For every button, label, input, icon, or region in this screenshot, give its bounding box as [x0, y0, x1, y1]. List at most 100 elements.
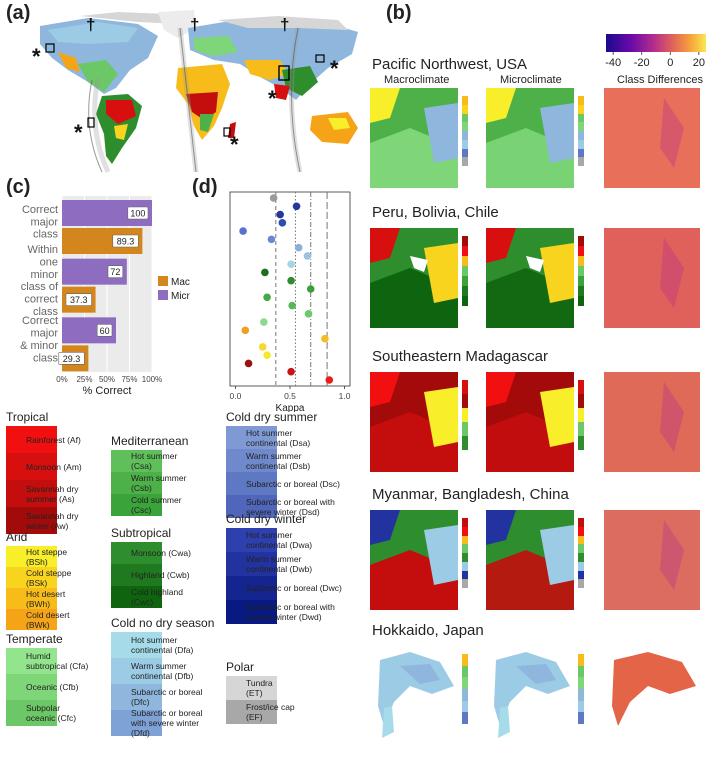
map-class-strip	[578, 157, 584, 166]
legend-group-arid: Arid	[6, 530, 28, 544]
map-class-strip	[578, 256, 584, 266]
plot-frame	[229, 191, 351, 387]
kappa-point-bsk	[258, 343, 267, 351]
x-axis-label: % Correct	[83, 385, 132, 397]
x-tick-label: 50%	[99, 375, 115, 384]
x-tick-label: 75%	[121, 375, 137, 384]
map-class-strip	[462, 148, 468, 158]
data-label-box	[96, 324, 113, 337]
legend-swatch	[6, 480, 57, 507]
legend-swatch	[111, 450, 162, 472]
panel-label-c: (c)	[6, 176, 31, 198]
map-class-strip	[578, 654, 584, 666]
microclimate-header: Microclimate	[500, 74, 562, 86]
legend-item-label: Hot desert (BWh)	[26, 588, 66, 609]
data-label: 60	[100, 326, 110, 336]
legend-item-label: Monsoon (Am)	[26, 461, 82, 472]
panel-label-a: (a)	[6, 2, 31, 24]
map-class-strip	[462, 570, 468, 580]
legend-item-label: Savannah dry winter (Aw)	[26, 510, 79, 531]
legend-group-subtropical: Subtropical	[111, 526, 172, 540]
kappa-point-as	[287, 367, 295, 376]
study-box-pacific-northwest	[45, 43, 55, 53]
region-title: Hokkaido, Japan	[372, 622, 484, 639]
legend-swatch	[158, 276, 168, 286]
star-marker: *	[32, 44, 41, 69]
legend-item-label: Subarctic or boreal with severe winter (Df…	[131, 708, 203, 738]
legend-item-label: Cold steppe (BSk)	[26, 567, 72, 588]
legend-group-cold-no-dry: Cold no dry season	[111, 616, 215, 630]
kappa-point-et	[292, 202, 301, 211]
greenland-landmass	[158, 10, 196, 38]
legend-item-label: Hot summer (Csa)	[131, 451, 178, 471]
map-class-strip	[578, 553, 584, 562]
x-tick-label: 0%	[56, 375, 68, 384]
map-class-strip	[578, 570, 584, 580]
map-class-strip	[462, 276, 468, 286]
map-class-strip	[462, 131, 468, 140]
legend-item-label: Subarctic or boreal (Dfc)	[131, 687, 203, 707]
map-class-strip	[462, 157, 468, 166]
region-title: Pacific Northwest, USA	[372, 56, 528, 73]
legend-swatch	[111, 564, 162, 586]
map-class-strip	[462, 535, 468, 545]
map-class-strip	[462, 256, 468, 266]
legend-item-label: Rainforest (Af)	[26, 434, 81, 445]
map-class-strip	[578, 518, 584, 527]
colorbar-tick-label: -40	[605, 57, 621, 69]
map-class-strip	[462, 579, 468, 588]
legend-swatch	[158, 290, 168, 300]
legend-swatch	[226, 426, 277, 449]
legend-group-mediterranean: Mediterranean	[111, 434, 189, 448]
data-label: 89.3	[117, 237, 135, 247]
legend-group-temperate: Temperate	[6, 632, 63, 646]
class-difference-map	[604, 88, 700, 188]
macroclimate-map	[370, 372, 458, 472]
legend-swatch	[6, 546, 57, 567]
legend-swatch	[111, 658, 162, 684]
study-box-myanmar	[278, 65, 290, 81]
legend-group-tropical: Tropical	[6, 410, 49, 424]
x-tick-label: 1.0	[339, 391, 351, 401]
map-class-strip	[578, 544, 584, 553]
legend-swatch	[6, 674, 57, 700]
kappa-point-dwc	[278, 219, 287, 227]
map-class-strip	[578, 148, 584, 158]
dagger-marker: †	[190, 15, 199, 34]
legend-item-label: Frost/ice cap (EF)	[246, 702, 295, 722]
map-class-strip	[578, 700, 584, 713]
legend-item-label: Subarctic or boreal with severe winter (D…	[246, 602, 335, 622]
study-box-hokkaido	[315, 54, 325, 63]
hokkaido-landmass	[378, 652, 454, 726]
microclimate-map	[486, 88, 574, 188]
macroclimate-map	[370, 646, 458, 746]
kappa-point-bwh	[321, 334, 329, 343]
kappa-point-dfc	[303, 252, 312, 260]
map-class-strip	[578, 296, 584, 306]
map-class-strip	[578, 236, 584, 246]
microclimate-map	[486, 372, 574, 472]
x-tick-label: 0.5	[284, 391, 296, 401]
legend-item-label: Subarctic or boreal (Dwc)	[246, 583, 342, 593]
class-difference-map	[604, 510, 700, 610]
legend-item-label: Warm summer continental (Dsb)	[246, 450, 311, 471]
legend-item-label: Highland (Cwb)	[131, 570, 190, 580]
data-label-box	[65, 293, 92, 306]
map-class-strip	[462, 689, 468, 701]
map-class-strip	[462, 246, 468, 256]
legend-item-label: Monsoon (Cwa)	[131, 548, 191, 558]
map-class-strip	[578, 266, 584, 276]
data-label: 100	[130, 209, 145, 219]
map-class-strip	[462, 113, 468, 123]
legend-group-cold-dry-summer: Cold dry summer	[226, 410, 318, 424]
map-class-strip	[578, 579, 584, 588]
legend-swatch	[111, 586, 162, 608]
microclimate-map	[486, 510, 574, 610]
map-class-strip	[578, 122, 584, 131]
map-class-strip	[462, 665, 468, 678]
legend-swatch	[6, 507, 57, 534]
map-class-strip	[462, 286, 468, 296]
map-class-strip	[578, 408, 584, 422]
legend-swatch	[111, 684, 162, 710]
map-class-strip	[462, 96, 468, 105]
